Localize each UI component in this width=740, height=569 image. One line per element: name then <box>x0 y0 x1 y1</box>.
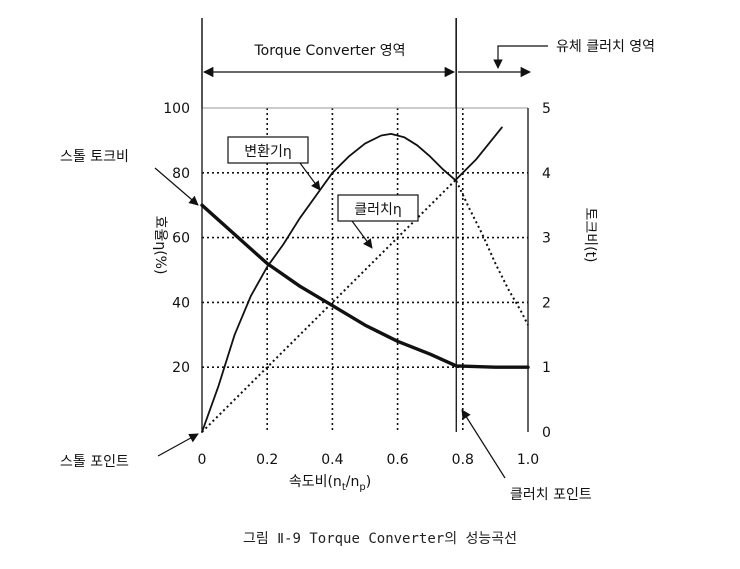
tick-labels: 0 0.2 0.4 0.6 0.8 1.0 100 80 60 40 20 0 1 2 3 4 5 <box>163 101 551 468</box>
converter-region-label: Torque Converter 영역 <box>253 43 405 59</box>
x-tick-label: 0.4 <box>321 452 343 468</box>
clutch-region-leader <box>493 45 548 69</box>
converter-eff-label: 변환기η <box>244 144 292 160</box>
y-left-tick-label: 40 <box>172 295 190 311</box>
series <box>200 126 530 433</box>
y-right-tick-label: 0 <box>542 425 551 441</box>
y-right-tick-label: 3 <box>542 231 551 247</box>
clutch-point-label: 클러치 포인트 <box>510 487 592 503</box>
stall-torque-label: 스톨 토크비 <box>60 149 129 165</box>
y-left-label: 효율η(%) <box>152 216 168 275</box>
clutch-region-label: 유체 클러치 영역 <box>556 39 655 55</box>
stall-torque-leader <box>154 167 199 206</box>
clutch-point-leader <box>461 409 506 479</box>
x-tick-label: 0.2 <box>256 452 278 468</box>
y-right-tick-label: 2 <box>542 295 551 311</box>
figure-caption: 그림 Ⅱ-9 Torque Converter의 성능곡선 <box>243 531 517 547</box>
y-left-tick-label: 80 <box>172 166 190 182</box>
converter-eff-leader <box>299 162 321 191</box>
stall-point-label: 스톨 포인트 <box>60 454 129 470</box>
y-right-label: 토크비(t) <box>582 207 598 262</box>
y-left-tick-label: 60 <box>172 231 190 247</box>
converter-eff-label-box <box>227 136 309 164</box>
y-left-tick-label: 20 <box>172 360 190 376</box>
y-right-tick-label: 5 <box>542 101 551 117</box>
y-right-tick-label: 4 <box>542 166 551 182</box>
x-tick-label: 0.6 <box>386 452 408 468</box>
y-right-tick-label: 1 <box>542 360 551 376</box>
clutch-eff-leader <box>351 220 373 249</box>
clutch-eff-label: 클러치η <box>354 202 402 218</box>
x-tick-label: 0.8 <box>452 452 474 468</box>
x-tick-label: 1.0 <box>517 452 539 468</box>
series-line-0 <box>201 132 458 433</box>
x-axis-label: 속도비(nt/np) <box>289 474 371 493</box>
series-line-1 <box>455 180 529 326</box>
series-line-2 <box>455 126 503 181</box>
x-tick-label: 0 <box>198 452 207 468</box>
series-line-4 <box>200 203 530 369</box>
y-left-tick-label: 100 <box>163 101 190 117</box>
clutch-eff-label-box <box>337 194 419 222</box>
stall-point-leader <box>157 433 199 457</box>
axes-frame <box>201 18 529 432</box>
